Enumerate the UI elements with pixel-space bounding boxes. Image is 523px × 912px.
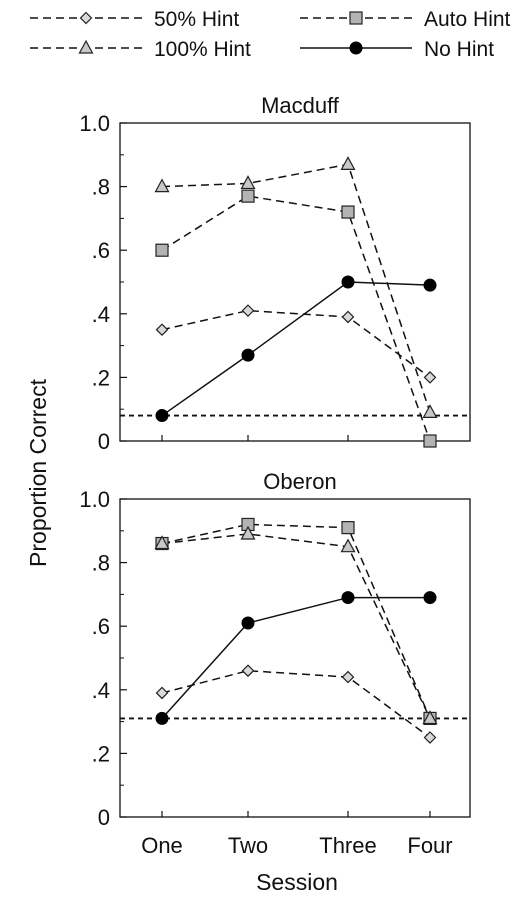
- legend-label: No Hint: [424, 38, 494, 61]
- legend-marker-triangle: [78, 39, 94, 54]
- data-point-triangle: [240, 525, 256, 540]
- data-point-square: [241, 189, 255, 203]
- data-point-diamond: [341, 670, 355, 684]
- data-point-triangle: [340, 538, 356, 553]
- data-point-diamond: [241, 304, 255, 317]
- data-point-diamond: [241, 664, 255, 678]
- data-point-square: [341, 205, 355, 219]
- data-point-circle: [155, 711, 169, 725]
- y-tick-label: 0: [98, 805, 110, 830]
- y-tick-label: 1.0: [79, 111, 110, 136]
- panel-title: Macduff: [261, 93, 340, 118]
- series-line-100-hint: [161, 163, 431, 413]
- data-point-triangle: [154, 178, 170, 193]
- data-point-triangle: [422, 404, 438, 418]
- plot-frame: [119, 122, 471, 442]
- x-tick-label: Four: [407, 833, 452, 858]
- data-point-triangle: [154, 535, 170, 550]
- y-tick-label: 1.0: [79, 487, 110, 512]
- y-tick-label: .8: [92, 551, 110, 576]
- x-tick-label: Three: [319, 833, 376, 858]
- x-axis-label: Session: [256, 869, 338, 895]
- data-point-diamond: [423, 731, 437, 744]
- data-point-diamond: [155, 686, 169, 700]
- legend: 50% Hint Auto Hint 100% Hint No Hint: [30, 8, 511, 61]
- y-tick-label: .8: [92, 175, 110, 200]
- panel-macduff: Macduff 0 .2 .4 .6 .8 1.0: [79, 93, 471, 454]
- data-point-circle: [423, 591, 437, 605]
- legend-label: 100% Hint: [154, 38, 251, 61]
- data-point-circle: [423, 278, 437, 292]
- data-point-circle: [341, 275, 355, 289]
- y-tick-label: .2: [92, 741, 110, 766]
- data-point-triangle: [240, 175, 256, 190]
- legend-marker-diamond: [79, 11, 93, 25]
- y-axis-label: Proportion Correct: [25, 378, 51, 567]
- y-tick-label: 0: [98, 429, 110, 454]
- legend-marker-circle: [349, 41, 363, 55]
- data-point-triangle: [340, 156, 356, 170]
- y-tick-label: .6: [92, 614, 110, 639]
- series-line-100-hint: [161, 533, 431, 719]
- data-point-circle: [241, 348, 255, 362]
- series-line-50-hint: [161, 309, 431, 379]
- series-line-auto-hint: [161, 523, 431, 719]
- series-line-no-hint: [161, 596, 430, 719]
- y-tick-label: .4: [92, 678, 110, 703]
- y-tick-label: .2: [92, 365, 110, 390]
- data-point-square: [341, 521, 355, 535]
- x-tick-label: Two: [228, 833, 268, 858]
- series-line-50-hint: [161, 669, 431, 739]
- panel-oberon: Oberon 0 .2 .4 .6 .8 1.0 One Two Three Four: [79, 469, 471, 858]
- data-point-triangle: [422, 710, 438, 725]
- data-point-square: [155, 243, 169, 257]
- data-point-circle: [155, 409, 169, 423]
- panel-title: Oberon: [263, 469, 336, 494]
- series-line-auto-hint: [161, 195, 431, 442]
- plot-frame: [119, 498, 471, 818]
- y-tick-label: .4: [92, 302, 110, 327]
- data-point-circle: [341, 591, 355, 605]
- legend-label: Auto Hint: [424, 8, 511, 31]
- series-line-no-hint: [161, 281, 431, 417]
- data-point-diamond: [341, 310, 355, 324]
- y-tick-label: .6: [92, 238, 110, 263]
- data-point-diamond: [155, 323, 169, 337]
- x-tick-label: One: [141, 833, 183, 858]
- data-point-circle: [241, 616, 255, 630]
- data-point-diamond: [423, 371, 437, 384]
- data-point-square: [423, 434, 437, 448]
- legend-marker-square: [349, 11, 363, 25]
- legend-label: 50% Hint: [154, 8, 239, 31]
